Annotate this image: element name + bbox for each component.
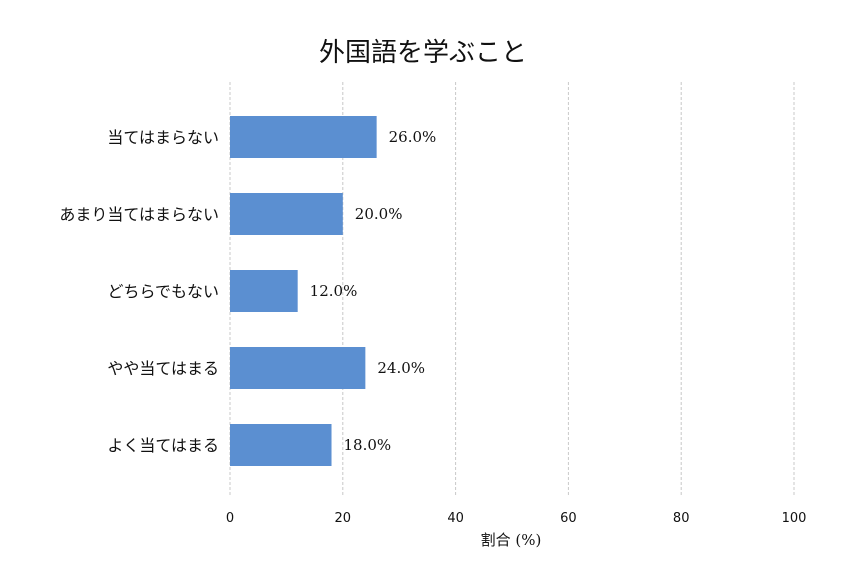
- x-tick-label: 100: [782, 511, 807, 526]
- category-label: あまり当てはまらない: [59, 205, 219, 224]
- bar: [230, 347, 366, 389]
- x-tick-label: 20: [335, 511, 352, 526]
- bar: [230, 424, 332, 466]
- value-label: 12.0%: [310, 282, 358, 300]
- value-label: 24.0%: [377, 359, 425, 377]
- category-label: 当てはまらない: [107, 128, 219, 147]
- category-label: どちらでもない: [107, 282, 219, 301]
- bar: [230, 116, 377, 158]
- bar: [230, 193, 343, 235]
- bar: [230, 270, 298, 312]
- category-label: よく当てはまる: [107, 436, 219, 455]
- value-label: 20.0%: [355, 205, 403, 223]
- bars: [230, 116, 377, 466]
- x-tick-label: 80: [673, 511, 690, 526]
- value-label: 26.0%: [389, 128, 437, 146]
- chart-title: 外国語を学ぶこと: [319, 38, 527, 68]
- category-label: やや当てはまる: [107, 359, 219, 378]
- x-tick-labels: 0 20 40 60 80 100: [226, 511, 807, 526]
- value-label: 18.0%: [344, 436, 392, 454]
- x-tick-label: 0: [226, 511, 234, 526]
- x-tick-label: 60: [560, 511, 577, 526]
- x-tick-label: 40: [447, 511, 464, 526]
- value-labels: 26.0% 20.0% 12.0% 24.0% 18.0%: [310, 128, 437, 454]
- x-axis-title: 割合 (%): [481, 531, 542, 549]
